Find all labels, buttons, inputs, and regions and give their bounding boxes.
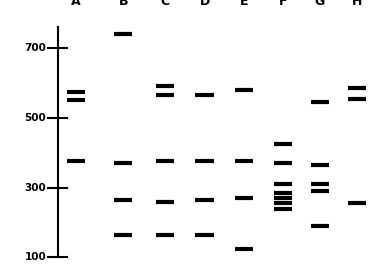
- Text: C: C: [161, 0, 170, 8]
- Text: B: B: [119, 0, 128, 8]
- Text: E: E: [240, 0, 248, 8]
- Text: 300: 300: [25, 183, 46, 193]
- Text: 100: 100: [25, 253, 46, 262]
- Text: 700: 700: [24, 43, 46, 53]
- Text: G: G: [315, 0, 325, 8]
- Text: 500: 500: [25, 113, 46, 123]
- Text: H: H: [352, 0, 362, 8]
- Text: F: F: [279, 0, 288, 8]
- Text: A: A: [71, 0, 81, 8]
- Text: D: D: [199, 0, 210, 8]
